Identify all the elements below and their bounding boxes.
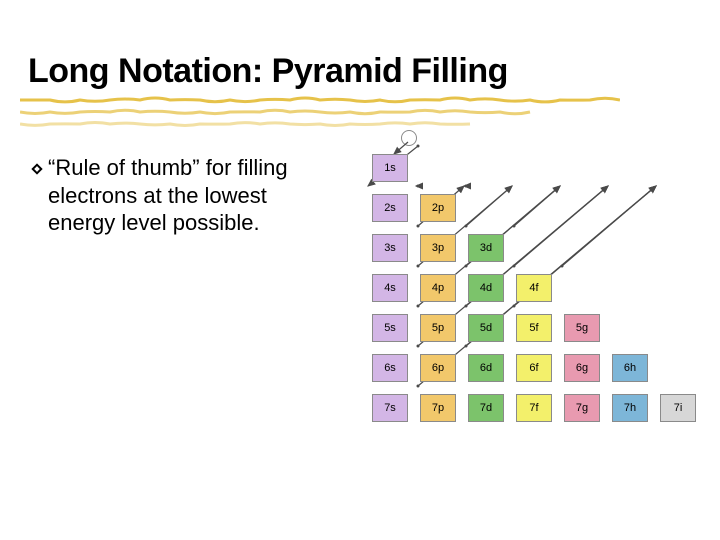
orbital-cell: 5f: [516, 314, 552, 342]
orbital-cell: 2s: [372, 194, 408, 222]
orbital-cell: 7f: [516, 394, 552, 422]
orbital-cell: 4d: [468, 274, 504, 302]
orbital-cell: 6h: [612, 354, 648, 382]
slide-title: Long Notation: Pyramid Filling: [28, 52, 508, 91]
orbital-cell: 6g: [564, 354, 600, 382]
orbital-cell: 4f: [516, 274, 552, 302]
orbital-cell: 4s: [372, 274, 408, 302]
orbital-cell: 3s: [372, 234, 408, 262]
orbital-cell: 4p: [420, 274, 456, 302]
orbital-cell: 3d: [468, 234, 504, 262]
orbital-cell: 5s: [372, 314, 408, 342]
orbital-cell: 3p: [420, 234, 456, 262]
title-underline: [20, 92, 620, 140]
orbital-cell: 2p: [420, 194, 456, 222]
orbital-cell: 6p: [420, 354, 456, 382]
origin-circle-icon: [401, 130, 417, 146]
orbital-cell: 7h: [612, 394, 648, 422]
orbital-cell: 5g: [564, 314, 600, 342]
orbital-cell: 6d: [468, 354, 504, 382]
orbital-cell: 5p: [420, 314, 456, 342]
orbital-cell: 7d: [468, 394, 504, 422]
orbital-cell: 7i: [660, 394, 696, 422]
orbital-cell: 7s: [372, 394, 408, 422]
bullet-text: “Rule of thumb” for filling electrons at…: [48, 154, 330, 237]
orbital-cell: 7g: [564, 394, 600, 422]
slide-container: Long Notation: Pyramid Filling “Rule of …: [0, 0, 720, 540]
orbital-cell: 6f: [516, 354, 552, 382]
orbital-cell: 1s: [372, 154, 408, 182]
square-bullet-icon: [30, 162, 44, 176]
orbital-cell: 6s: [372, 354, 408, 382]
bullet-item: “Rule of thumb” for filling electrons at…: [30, 154, 330, 237]
orbital-cell: 7p: [420, 394, 456, 422]
orbital-cell: 5d: [468, 314, 504, 342]
